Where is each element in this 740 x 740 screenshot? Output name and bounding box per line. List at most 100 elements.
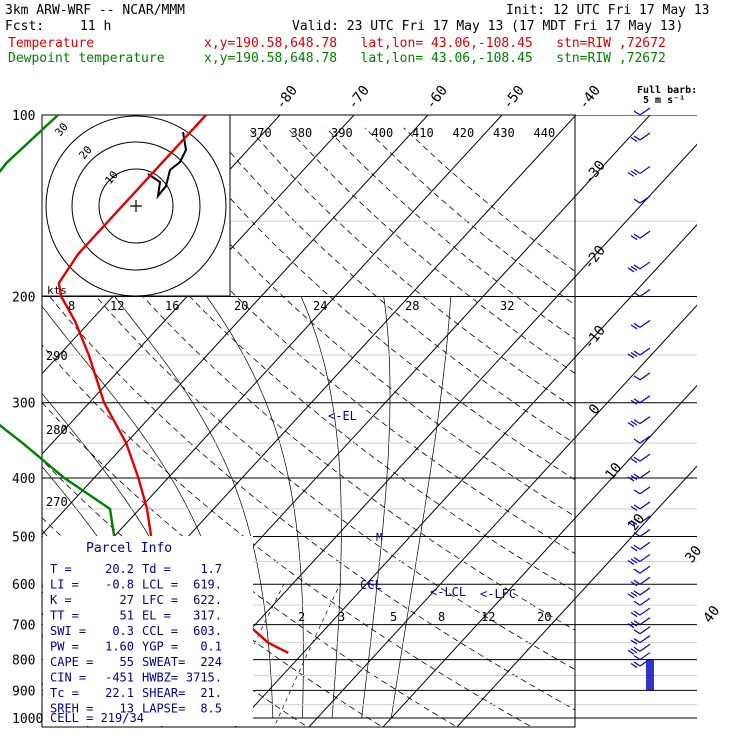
- plot-clip-group: [0, 87, 697, 730]
- barb-flag: [630, 420, 638, 426]
- isotherm-line: [308, 304, 697, 727]
- barb-staff: [639, 607, 651, 616]
- barb-flag: [633, 398, 641, 404]
- isotherm-label: 0: [586, 401, 604, 417]
- theta-label: 410: [412, 126, 434, 140]
- barb-flag: [633, 655, 641, 661]
- parcel-param-value: 51: [120, 609, 134, 623]
- isotherm-line: [42, 115, 429, 536]
- thetae-label: 24: [313, 299, 327, 313]
- parcel-param-label: SREH =: [50, 702, 93, 716]
- barb-flag: [630, 351, 638, 357]
- wind-barb: [633, 528, 651, 537]
- parcel-param-label: Tc =: [50, 686, 79, 700]
- parcel-param-value: 8.5: [200, 702, 222, 716]
- parcel-param-label: SHEAR=: [142, 686, 185, 700]
- barb-staff: [639, 501, 651, 510]
- parcel-param-value: 13: [120, 702, 134, 716]
- isotherm-label: -50: [500, 83, 528, 113]
- parcel-info-title: Parcel Info: [86, 541, 172, 556]
- parcel-param-value: 22.1: [105, 686, 134, 700]
- barb-staff: [639, 165, 651, 174]
- barb-flag: [630, 621, 638, 627]
- parcel-param-value: 622.: [193, 593, 222, 607]
- hodograph-trace: [147, 131, 188, 200]
- diagram-border: [41, 114, 576, 728]
- barb-flag: [630, 558, 638, 564]
- barb-staff: [639, 395, 651, 404]
- pressure-label: 1000: [12, 712, 43, 727]
- barb-staff: [639, 347, 651, 356]
- barb-flag: [633, 135, 641, 141]
- dry-adiabat: [170, 127, 575, 481]
- parcel-param-label: LAPSE=: [142, 702, 185, 716]
- theta-label: 430: [493, 126, 515, 140]
- barb-staff: [639, 372, 651, 381]
- parcel-param-value: 1.60: [105, 640, 134, 654]
- parcel-param-label: TT =: [50, 609, 79, 623]
- dry-adiabat: [403, 127, 575, 272]
- lfc-marker: <-LFC: [480, 587, 516, 601]
- barb-flag: [630, 235, 638, 241]
- barb-legend-line2: 5 m s⁻¹: [643, 95, 685, 106]
- barb-flag: [630, 458, 638, 464]
- model-title: 3km ARW-WRF -- NCAR/MMM: [5, 3, 186, 18]
- isotherm-line: [160, 143, 697, 727]
- wind-barb: [627, 347, 651, 359]
- barb-flag: [630, 505, 638, 511]
- wind-barb: [627, 165, 651, 177]
- barb-flag: [627, 422, 635, 428]
- ccl-marker: CCL: [360, 578, 382, 592]
- parcel-param-value: 21.: [200, 686, 222, 700]
- mixing-ratio-label: 3: [338, 610, 345, 624]
- barb-flag: [633, 600, 641, 606]
- parcel-param-value: 20.2: [105, 562, 134, 576]
- thetae-label: 12: [110, 299, 124, 313]
- barb-flag: [633, 419, 641, 425]
- isotherm-label: 10: [602, 460, 625, 483]
- isotherm-line: [382, 384, 697, 727]
- pressure-label: 700: [12, 619, 35, 634]
- barb-flag: [633, 629, 641, 635]
- barb-flag: [630, 581, 638, 587]
- barb-flag: [633, 646, 641, 652]
- parcel-param-label: SWI =: [50, 624, 86, 638]
- barb-flag: [633, 473, 641, 479]
- isotherm-label: -80: [273, 83, 301, 113]
- dry-adiabat: [42, 286, 575, 711]
- wind-barb: [627, 470, 651, 482]
- dry-adiabat: [42, 168, 575, 631]
- wind-barb: [630, 132, 651, 142]
- barb-flag: [633, 110, 641, 116]
- barb-staff: [639, 132, 651, 141]
- dry-adiabat: [53, 127, 575, 592]
- parcel-param-label: LFC =: [142, 593, 178, 607]
- parcel-param-label: CIN =: [50, 671, 86, 685]
- temperature-location: x,y=190.58,648.78 lat,lon= 43.06,-108.45…: [204, 36, 666, 51]
- parcel-param-label: SWEAT=: [142, 655, 185, 669]
- barb-flag: [627, 559, 635, 565]
- barb-staff: [639, 652, 651, 661]
- barb-staff: [639, 576, 651, 585]
- barb-flag: [633, 661, 641, 667]
- barb-flag: [627, 267, 635, 273]
- isotherm-label: -40: [576, 83, 604, 113]
- isotherm-line: [456, 465, 697, 727]
- parcel-param-label: Td =: [142, 562, 171, 576]
- parcel-param-value: -451: [105, 671, 134, 685]
- temperature-legend: Temperature: [8, 36, 95, 51]
- isotherm-line: [42, 115, 355, 455]
- dry-adiabat-label: 290: [46, 349, 68, 363]
- barb-flag: [627, 171, 635, 177]
- parcel-param-label: EL =: [142, 609, 171, 623]
- m-marker: M: [376, 531, 383, 544]
- hodograph-unit: kts: [47, 284, 67, 297]
- wind-barb: [633, 195, 651, 204]
- isotherm-line: [0, 87, 9, 730]
- dewpoint-location: x,y=190.58,648.78 lat,lon= 43.06,-108.45…: [204, 51, 666, 66]
- dry-adiabat: [248, 127, 575, 409]
- barb-flag: [633, 620, 641, 626]
- hodograph-ring: [71, 141, 201, 271]
- isotherm-label: -30: [581, 158, 609, 188]
- thetae-label: 28: [405, 299, 419, 313]
